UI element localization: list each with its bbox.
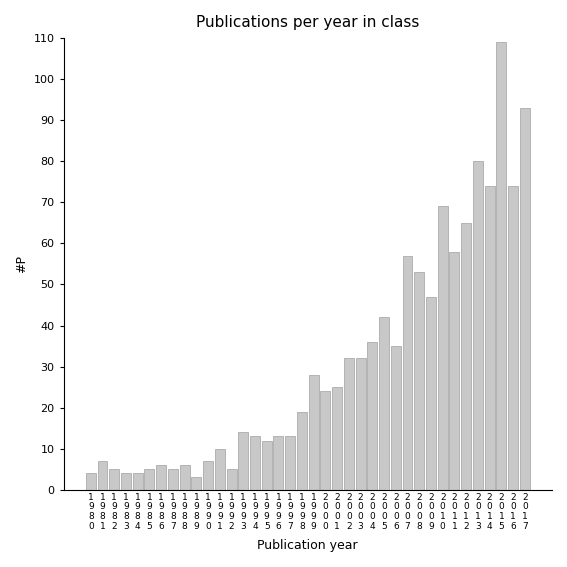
Bar	[250, 437, 260, 490]
X-axis label: Publication year: Publication year	[257, 539, 358, 552]
Bar	[496, 42, 506, 490]
Bar	[332, 387, 342, 490]
Bar	[426, 297, 436, 490]
Bar	[273, 437, 284, 490]
Bar	[297, 412, 307, 490]
Bar	[180, 465, 189, 490]
Bar	[379, 318, 389, 490]
Bar	[508, 186, 518, 490]
Bar	[403, 256, 412, 490]
Bar	[227, 469, 236, 490]
Bar	[450, 252, 459, 490]
Y-axis label: #P: #P	[15, 255, 28, 273]
Bar	[156, 465, 166, 490]
Bar	[203, 461, 213, 490]
Title: Publications per year in class: Publications per year in class	[196, 15, 420, 30]
Bar	[320, 391, 331, 490]
Bar	[121, 473, 131, 490]
Bar	[473, 161, 483, 490]
Bar	[391, 346, 401, 490]
Bar	[145, 469, 154, 490]
Bar	[262, 441, 272, 490]
Bar	[356, 358, 366, 490]
Bar	[109, 469, 119, 490]
Bar	[191, 477, 201, 490]
Bar	[308, 375, 319, 490]
Bar	[344, 358, 354, 490]
Bar	[98, 461, 108, 490]
Bar	[438, 206, 448, 490]
Bar	[485, 186, 494, 490]
Bar	[414, 272, 424, 490]
Bar	[367, 342, 377, 490]
Bar	[285, 437, 295, 490]
Bar	[461, 223, 471, 490]
Bar	[238, 432, 248, 490]
Bar	[133, 473, 143, 490]
Bar	[86, 473, 96, 490]
Bar	[168, 469, 178, 490]
Bar	[520, 108, 530, 490]
Bar	[215, 448, 225, 490]
